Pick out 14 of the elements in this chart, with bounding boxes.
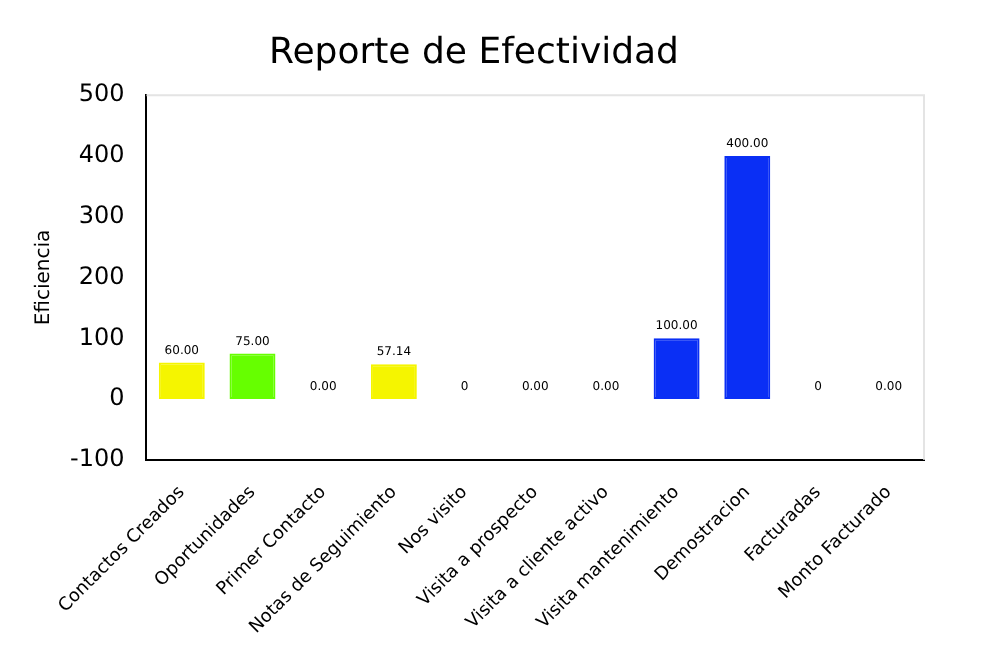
bar	[653, 338, 700, 400]
y-axis-title: Eficiencia	[33, 229, 56, 326]
y-tick-label: 300	[78, 200, 125, 229]
y-tick-label: 400	[78, 140, 125, 169]
y-tick-label: 0	[109, 383, 125, 412]
bar	[229, 353, 276, 400]
bar	[724, 155, 771, 400]
chart-title: Reporte de Efectividad	[269, 30, 679, 73]
bar	[158, 362, 205, 400]
y-tick-label: 500	[78, 79, 125, 108]
y-tick-label: -100	[70, 444, 125, 473]
y-tick-label: 200	[78, 261, 125, 290]
y-tick-label: 100	[78, 322, 125, 351]
bar	[370, 364, 417, 400]
